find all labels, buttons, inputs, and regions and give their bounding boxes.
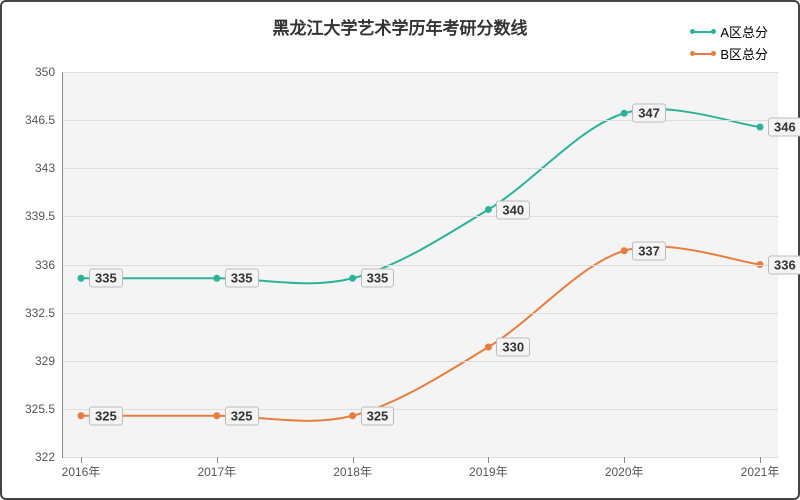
x-axis-label: 2016年 [62, 457, 101, 480]
y-axis-label: 332.5 [25, 306, 63, 320]
data-point [78, 275, 85, 282]
legend: A区总分 B区总分 [692, 22, 768, 66]
data-label: 325 [225, 406, 259, 425]
gridline [63, 120, 778, 121]
gridline [63, 457, 778, 458]
data-point [621, 110, 628, 117]
data-point [757, 124, 764, 131]
gridline [63, 409, 778, 410]
gridline [63, 361, 778, 362]
gridline [63, 72, 778, 73]
legend-item-b: B区总分 [692, 44, 768, 63]
data-label: 340 [496, 200, 530, 219]
series-line [81, 247, 760, 421]
x-axis-label: 2020年 [605, 457, 644, 480]
data-point [349, 275, 356, 282]
data-label: 337 [632, 241, 666, 260]
gridline [63, 168, 778, 169]
legend-label-a: A区总分 [720, 22, 768, 41]
data-label: 330 [496, 338, 530, 357]
x-axis-label: 2019年 [469, 457, 508, 480]
x-axis-label: 2021年 [741, 457, 780, 480]
chart-title: 黑龙江大学艺术学历年考研分数线 [273, 14, 528, 39]
legend-item-a: A区总分 [692, 22, 768, 41]
x-axis-label: 2018年 [333, 457, 372, 480]
data-label: 335 [89, 269, 123, 288]
data-label: 347 [632, 104, 666, 123]
data-point [621, 247, 628, 254]
data-label: 325 [89, 406, 123, 425]
data-point [213, 275, 220, 282]
data-label: 325 [361, 406, 395, 425]
y-axis-label: 329 [35, 354, 63, 368]
legend-swatch-a [692, 31, 714, 33]
y-axis-label: 350 [35, 65, 63, 79]
gridline [63, 216, 778, 217]
gridline [63, 265, 778, 266]
data-point [349, 412, 356, 419]
data-label: 336 [768, 255, 800, 274]
data-point [78, 412, 85, 419]
data-point [213, 412, 220, 419]
data-point [485, 206, 492, 213]
data-point [485, 344, 492, 351]
y-axis-label: 343 [35, 161, 63, 175]
legend-swatch-b [692, 53, 714, 55]
x-axis-label: 2017年 [197, 457, 236, 480]
data-label: 335 [361, 269, 395, 288]
plot-area: 322325.5329332.5336339.5343346.53502016年… [62, 72, 778, 458]
y-axis-label: 325.5 [25, 402, 63, 416]
chart-container: 黑龙江大学艺术学历年考研分数线 A区总分 B区总分 322325.5329332… [0, 0, 800, 500]
y-axis-label: 322 [35, 450, 63, 464]
y-axis-label: 346.5 [25, 113, 63, 127]
y-axis-label: 339.5 [25, 209, 63, 223]
y-axis-label: 336 [35, 258, 63, 272]
gridline [63, 313, 778, 314]
data-label: 335 [225, 269, 259, 288]
legend-label-b: B区总分 [720, 44, 768, 63]
data-label: 346 [768, 118, 800, 137]
